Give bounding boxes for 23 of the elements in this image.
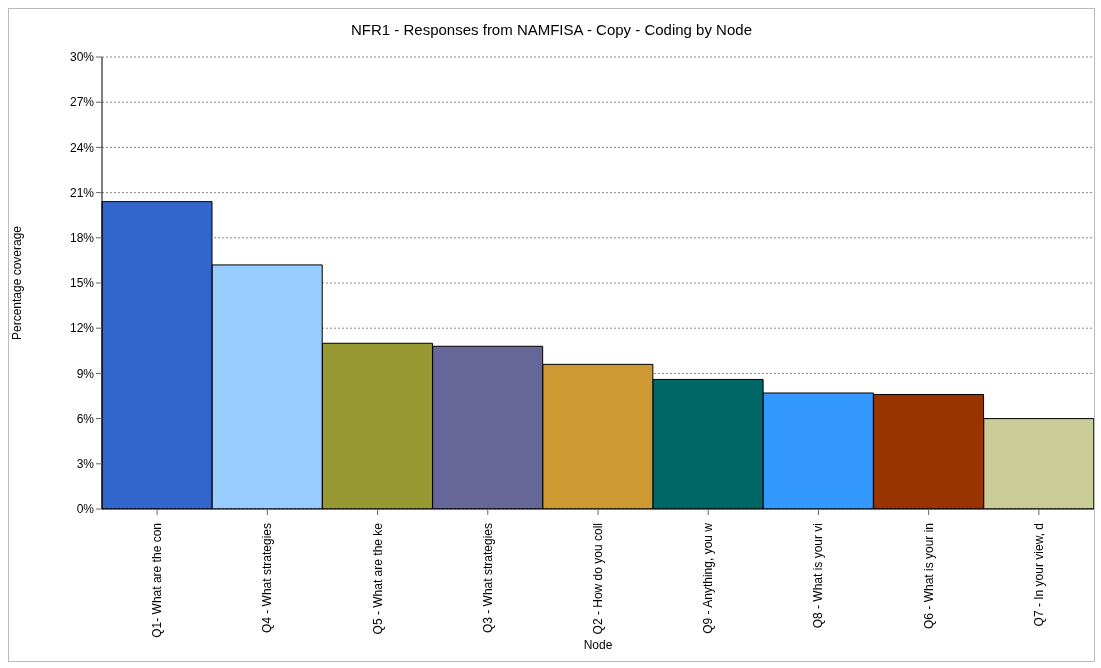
y-tick-label: 6% bbox=[76, 411, 95, 426]
x-tick-label: Q6 - What is your in bbox=[921, 523, 936, 630]
x-tick-label: Q1- What are the con bbox=[150, 523, 165, 638]
y-tick-label: 12% bbox=[69, 321, 95, 336]
x-tick-label: Q2 - How do you coll bbox=[591, 523, 605, 635]
x-tick-label: Q9 - Anything, you w bbox=[701, 522, 716, 634]
x-tick-label: Q4 - What strategies bbox=[260, 523, 275, 634]
x-tick-label: Q8 - What is your vi bbox=[811, 523, 826, 629]
x-axis-title: Node bbox=[583, 638, 613, 652]
y-axis-title: Percentage coverage bbox=[10, 225, 25, 341]
y-tick-label: 18% bbox=[69, 231, 95, 246]
y-tick-label: 21% bbox=[69, 185, 95, 200]
y-tick-label: 27% bbox=[69, 95, 95, 110]
x-tick-label: Q3 - What strategies bbox=[480, 523, 495, 634]
y-tick-label: 0% bbox=[76, 502, 95, 517]
y-tick-label: 9% bbox=[76, 366, 95, 381]
y-tick-label: 3% bbox=[76, 457, 95, 472]
x-tick-label: Q5 - What are the ke bbox=[370, 522, 385, 635]
y-tick-label: 15% bbox=[69, 276, 95, 291]
x-tick-label: Q7 - In your view, d bbox=[1031, 523, 1046, 627]
y-tick-label: 30% bbox=[69, 50, 95, 65]
y-tick-label: 24% bbox=[69, 140, 95, 155]
chart-title: NFR1 - Responses from NAMFISA - Copy - Coding by Node bbox=[350, 21, 753, 38]
